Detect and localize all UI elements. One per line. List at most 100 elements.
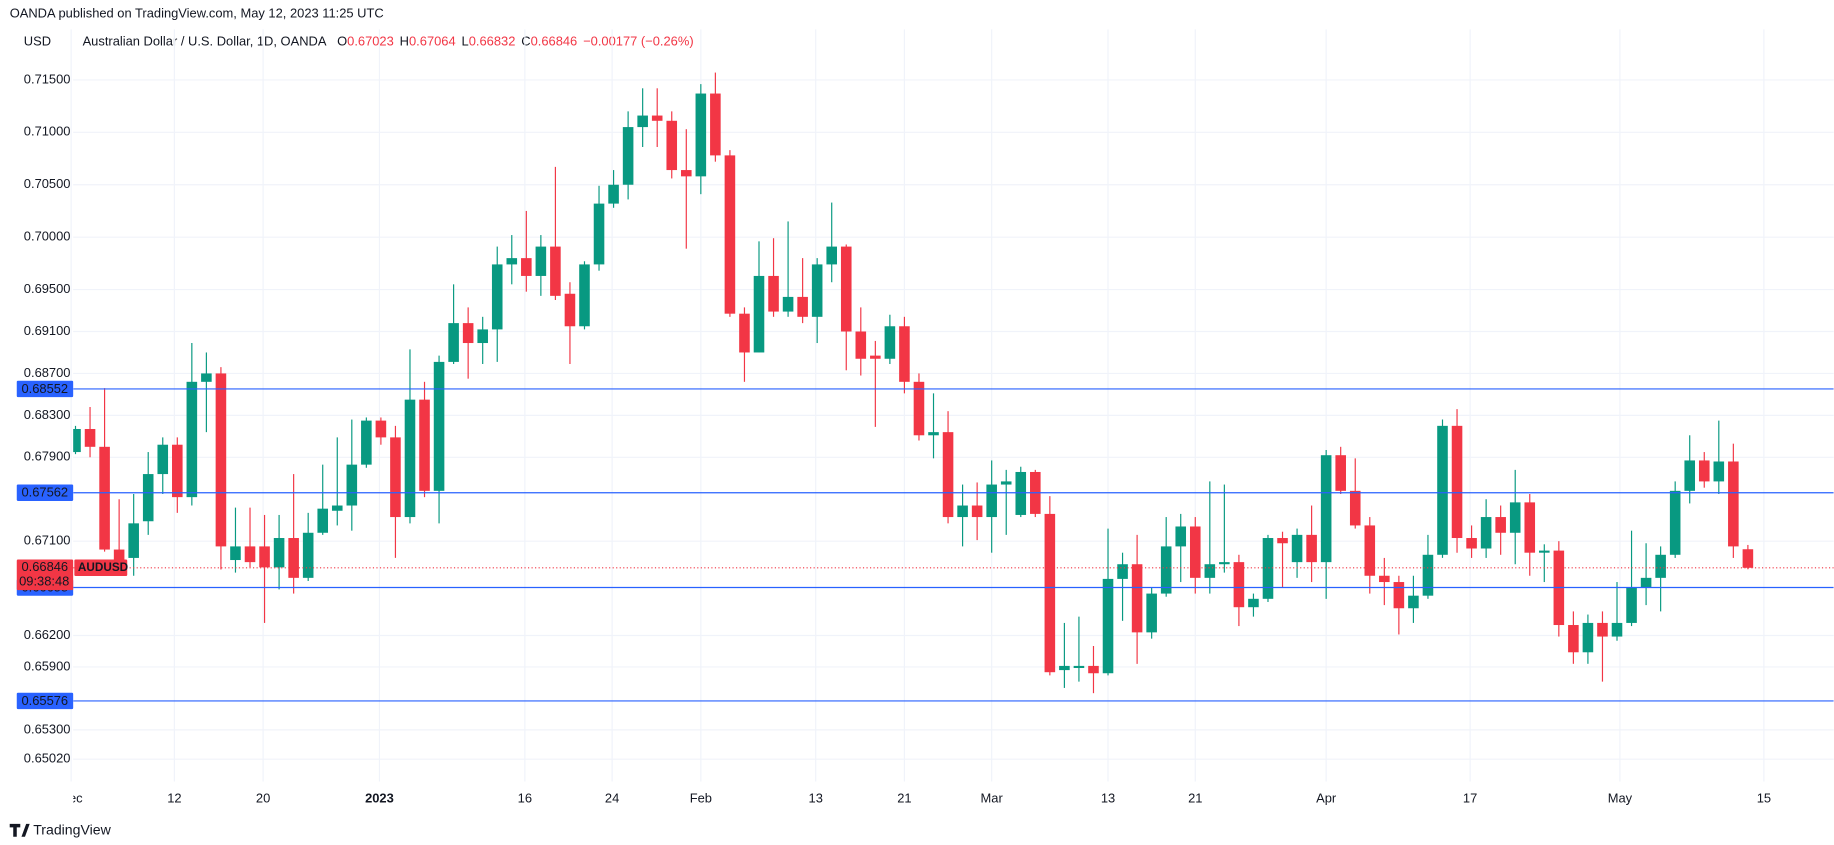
currency-label: USD <box>24 34 51 49</box>
publisher-note: OANDA published on TradingView.com, May … <box>10 6 384 21</box>
candle-body <box>1131 564 1143 633</box>
candle-body <box>201 373 212 382</box>
candle-body <box>1291 534 1303 563</box>
ohlc-value: 0.66846 <box>531 34 578 49</box>
x-tick-label: 16 <box>518 791 532 806</box>
candle-body <box>215 373 227 547</box>
candle-body <box>1539 550 1550 553</box>
candle-body <box>680 170 692 177</box>
candle-body <box>1117 564 1128 579</box>
x-tick-label: Mar <box>981 791 1004 806</box>
candle-body <box>666 120 678 171</box>
candle-body <box>1626 587 1637 623</box>
candle-body <box>753 275 765 353</box>
candle-body <box>899 326 910 382</box>
ohlc-key: H <box>400 34 409 49</box>
change-value: −0.00177 (−0.26%) <box>583 34 694 49</box>
level-label: 0.68552 <box>21 381 68 396</box>
x-tick-label: May <box>1608 791 1633 806</box>
candle-body <box>404 399 416 518</box>
ohlc-value: 0.66832 <box>469 34 516 49</box>
candle-body <box>375 420 387 438</box>
candle-body <box>1073 665 1085 669</box>
candle-body <box>710 93 721 156</box>
candle-body <box>84 428 96 447</box>
y-tick-label: 0.71500 <box>24 71 71 86</box>
candle-body <box>1669 490 1681 555</box>
candle-body <box>1364 525 1376 576</box>
candle-body <box>128 523 139 558</box>
candle-body <box>651 115 663 121</box>
candle-body <box>1437 425 1448 555</box>
candle-body <box>113 549 125 563</box>
y-tick-label: 0.66200 <box>24 627 71 642</box>
candle-body <box>1044 513 1056 673</box>
y-tick-label: 0.67100 <box>24 533 71 548</box>
candle-body <box>1509 502 1521 533</box>
candle-body <box>1306 534 1317 563</box>
candle-body <box>957 505 968 518</box>
level-label: 0.65576 <box>21 693 68 708</box>
level-label: 0.67562 <box>21 485 68 500</box>
candle-body <box>1451 425 1463 539</box>
candle-body <box>1728 461 1739 547</box>
candle-body <box>768 275 779 312</box>
candle-body <box>840 246 852 332</box>
candle-body <box>390 437 401 518</box>
candle-body <box>1379 575 1390 583</box>
candle-body <box>1015 471 1027 515</box>
symbol-tag: AUDUSD <box>78 561 128 574</box>
candle-body <box>855 331 867 359</box>
candle-body <box>419 399 430 491</box>
y-tick-label: 0.69100 <box>24 323 71 338</box>
x-tick-label: 20 <box>256 791 270 806</box>
candle-body <box>535 246 547 276</box>
candle-body <box>1640 577 1652 588</box>
candle-body <box>826 246 838 265</box>
candle-body <box>1175 526 1187 547</box>
candle-body <box>1277 538 1288 544</box>
x-axis: Dec 12 20 2023 16 24 Feb 13 21 Mar 13 21 Apr 17 May 15 <box>73 791 1771 806</box>
candle-body <box>1582 622 1594 653</box>
candle-body <box>361 420 372 465</box>
plot-area <box>73 72 1834 702</box>
candle-body <box>331 505 343 511</box>
y-tick-label: 0.67900 <box>24 449 71 464</box>
candle-body <box>884 326 896 359</box>
candle-body <box>1684 460 1696 491</box>
candle-body <box>1146 593 1157 633</box>
candle-body <box>870 355 881 359</box>
candle-body <box>273 538 285 568</box>
y-tick-label: 0.69500 <box>24 281 71 296</box>
ohlc-key: O <box>337 34 347 49</box>
y-tick-label: 0.68300 <box>24 407 71 422</box>
candle-body <box>971 505 983 518</box>
candle-body <box>1480 517 1492 549</box>
last-price-label: 0.66846 <box>21 559 68 574</box>
x-tick-label: 24 <box>605 791 619 806</box>
candle-body <box>724 155 736 314</box>
candle-body <box>1189 526 1201 578</box>
candle-body <box>797 296 808 317</box>
candle-body <box>1597 622 1608 637</box>
candle-body <box>244 546 256 563</box>
x-tick-label: Feb <box>690 791 712 806</box>
candle-body <box>1422 554 1434 596</box>
candle-body <box>1102 578 1114 674</box>
candle-body <box>1495 517 1506 533</box>
x-tick-label: 21 <box>897 791 911 806</box>
candle-body <box>739 313 750 353</box>
logo-icon <box>9 823 30 837</box>
candle-body <box>142 474 154 522</box>
x-tick-label: Apr <box>1316 791 1337 806</box>
candle-body <box>317 508 329 533</box>
candle-body <box>1466 538 1477 549</box>
candle-body <box>1000 481 1012 485</box>
candle-body <box>1088 665 1099 674</box>
candle-body <box>1568 625 1579 653</box>
candle-body <box>1335 455 1346 491</box>
y-tick-label: 0.71000 <box>24 124 71 139</box>
candle-body <box>986 484 997 518</box>
last-price-box <box>16 559 74 591</box>
